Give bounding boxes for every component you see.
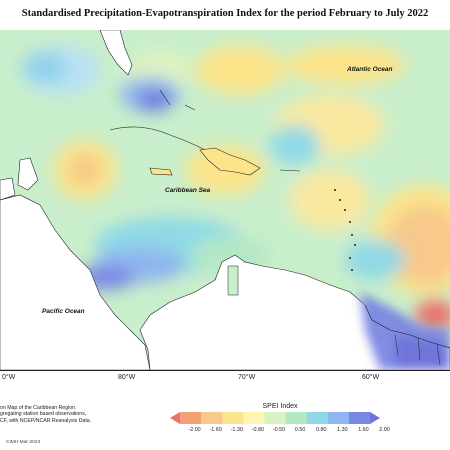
lesser-antilles — [334, 189, 356, 271]
legend-swatch — [264, 412, 286, 424]
legend-tick-label: -2.00 — [188, 427, 201, 433]
legend-tick-label: 2.00 — [379, 427, 390, 433]
greater-antilles — [109, 89, 301, 176]
land-north — [0, 30, 133, 201]
pacific-ocean-label: Pacific Ocean — [42, 308, 85, 315]
description-line: on Map of the Caribbean Region. — [0, 405, 77, 411]
map-description: on Map of the Caribbean Region. gregatin… — [0, 405, 140, 424]
legend-title: SPEI Index — [262, 403, 298, 410]
map-title: Standardised Precipitation-Evapotranspir… — [21, 8, 429, 19]
lon-label: 80°W — [118, 374, 136, 381]
legend-swatch — [306, 412, 329, 424]
credit-text: CIMH Mar-2023 — [6, 440, 41, 445]
legend-swatch — [348, 412, 371, 424]
legend-tick-label: 0.80 — [315, 427, 327, 433]
legend-tick-label: 0.50 — [294, 427, 306, 433]
legend-swatch-min — [170, 412, 180, 424]
legend-swatch — [285, 412, 307, 424]
description-line: CF, with NCEP/NCAR Reanalysis Data. — [0, 417, 92, 424]
legend-swatch-max — [370, 412, 380, 424]
lon-label: 0°W — [2, 374, 16, 381]
legend-swatch — [243, 412, 265, 424]
legend-colorbar — [170, 412, 380, 424]
legend-tick-label: 1.30 — [337, 427, 348, 433]
legend-tick-label: -0.50 — [272, 427, 286, 433]
spei-map-canvas — [0, 30, 450, 370]
spei-map: Atlantic Ocean Caribbean Sea Pacific Oce… — [0, 30, 450, 371]
legend-tick-label: -1.60 — [209, 427, 222, 433]
lon-label: 70°W — [238, 374, 256, 381]
legend-tick-label: -1.30 — [230, 427, 243, 433]
legend-swatch — [327, 412, 350, 424]
legend-swatch — [222, 412, 244, 424]
legend-tick-label: 1.60 — [358, 427, 369, 433]
description-line: gregating station based observations, — [0, 411, 87, 418]
legend-swatch — [201, 412, 223, 424]
legend-swatch — [180, 412, 202, 424]
legend-tick-label: -0.80 — [251, 427, 265, 433]
atlantic-ocean-label: Atlantic Ocean — [347, 66, 393, 73]
spei-anomaly-field — [20, 45, 450, 331]
lon-label: 60°W — [362, 374, 380, 381]
caribbean-sea-label: Caribbean Sea — [165, 187, 211, 194]
